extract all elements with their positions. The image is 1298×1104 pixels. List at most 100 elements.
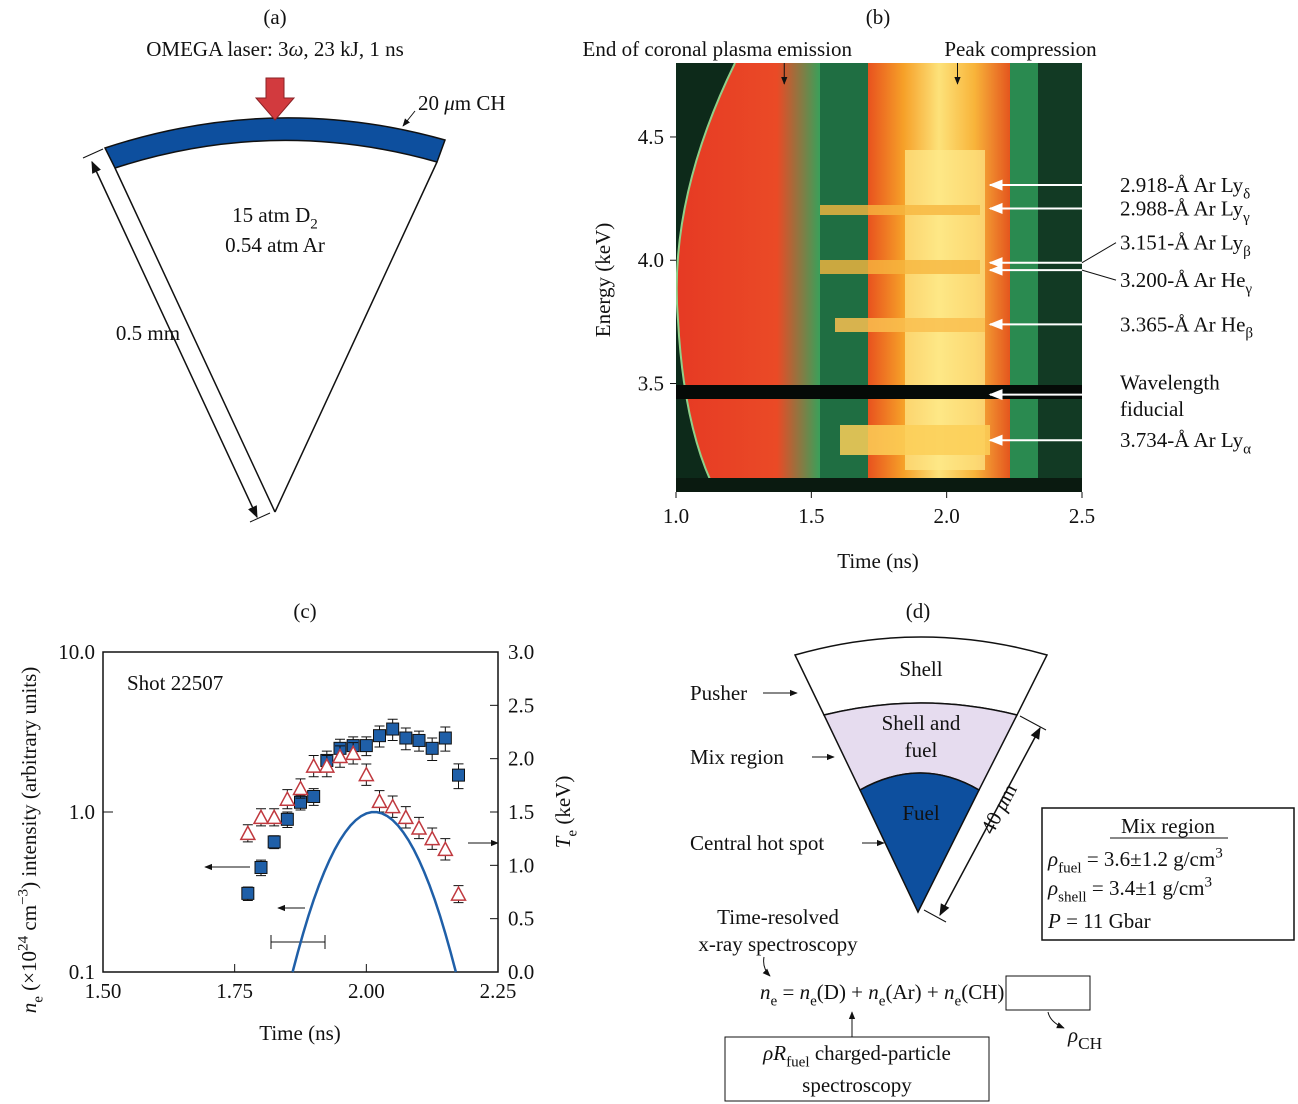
- panel-label: (a): [263, 5, 286, 29]
- y-tick-label: 4.0: [638, 248, 664, 272]
- text-part: 2.918-Å Ar Ly: [1120, 173, 1244, 197]
- dimension-tick: [1019, 715, 1047, 731]
- text-part: ρ: [1067, 1023, 1078, 1047]
- line-label: 3.734-Å Ar Lyα: [1120, 428, 1251, 457]
- line-label: Wavelength fiducial: [1120, 371, 1220, 421]
- y-axis-label: Energy (keV): [591, 223, 615, 338]
- x-tick-label: 2.00: [348, 979, 385, 1003]
- temperature-point: [305, 757, 322, 773]
- y2-tick-label: 0.0: [508, 960, 534, 984]
- text-part: , 23 kJ, 1 ns: [303, 37, 403, 61]
- text-part: = 11 Gbar: [1061, 909, 1151, 933]
- ch-box: [1005, 975, 1091, 1011]
- text-part: n: [944, 980, 955, 1004]
- y-tick-label: 3.5: [638, 372, 664, 396]
- text-part: ρ: [1047, 876, 1058, 900]
- result-line: ρshell = 3.4±1 g/cm3: [1047, 875, 1212, 906]
- text-part: fuel: [1058, 860, 1082, 876]
- x-tick-label: 2.0: [934, 504, 960, 528]
- text-part: (×10: [17, 951, 41, 996]
- text-part: e: [771, 993, 778, 1009]
- equation: ne = ne(D) + ne(Ar) + ne(CH): [760, 980, 1004, 1009]
- text-part: e: [879, 993, 886, 1009]
- panel-label: (d): [906, 599, 931, 623]
- temperature-point: [423, 830, 441, 846]
- text-part: 3.365-Å Ar He: [1120, 312, 1245, 336]
- size-label: 40 μm: [976, 780, 1022, 838]
- box-title: Mix region: [1121, 814, 1215, 838]
- x-tick-label: 1.0: [663, 504, 689, 528]
- text-part: 3.200-Å Ar He: [1120, 268, 1245, 292]
- density-point: [373, 729, 386, 743]
- text-part: γ: [1242, 210, 1250, 226]
- ch-shell: [103, 117, 446, 169]
- panel-a-drawing: [82, 77, 446, 523]
- region-label: fuel: [905, 738, 938, 762]
- text-part: γ: [1244, 281, 1252, 297]
- text-part: = 3.6±1.2 g/cm: [1082, 847, 1216, 871]
- text-part: T: [551, 835, 575, 848]
- event-label: Peak compression: [944, 37, 1097, 61]
- text-part: e: [810, 993, 817, 1009]
- text-part: e: [30, 996, 46, 1003]
- text-part: n: [868, 980, 879, 1004]
- temperature-point: [292, 779, 309, 796]
- x-axis-label: Time (ns): [837, 549, 919, 573]
- line-label: 3.151-Å Ar Lyβ: [1120, 231, 1251, 260]
- text-part: ρR: [762, 1041, 786, 1065]
- density-point: [438, 731, 452, 745]
- text-part: fuel: [786, 1054, 810, 1070]
- method-box: [724, 1036, 990, 1102]
- temperature-point: [265, 808, 283, 825]
- y2-tick-label: 2.0: [508, 747, 534, 771]
- text-part: n: [760, 980, 771, 1004]
- text-part: (Ar) +: [886, 980, 945, 1004]
- text-part: 3.734-Å Ar Ly: [1120, 428, 1244, 452]
- text-part: ω: [289, 37, 304, 61]
- text-part: β: [1243, 244, 1251, 260]
- density-point: [267, 835, 281, 849]
- radius-label: 0.5 mm: [116, 321, 180, 345]
- method-label: x-ray spectroscopy: [698, 932, 858, 956]
- line-label: 3.365-Å Ar Heβ: [1120, 312, 1253, 341]
- text-part: shell: [1058, 889, 1087, 905]
- text-part: =: [777, 980, 799, 1004]
- text-part: 3: [1205, 875, 1213, 891]
- panel-d-drawing: [724, 636, 1295, 1102]
- text-part: 3.151-Å Ar Ly: [1120, 231, 1244, 255]
- method-label: Time-resolved: [717, 905, 839, 929]
- y2-tick-label: 1.0: [508, 853, 534, 877]
- text-part: cm: [17, 905, 41, 936]
- rho-ch: ρCH: [1067, 1023, 1102, 1053]
- wedge-edge: [274, 161, 438, 513]
- text-part: n: [800, 980, 811, 1004]
- text-part: (D) +: [817, 980, 869, 1004]
- shell-pointer: [402, 110, 416, 127]
- text-part: 24: [16, 935, 32, 951]
- text-part: Wavelength: [1120, 371, 1220, 395]
- intensity-line: [291, 810, 458, 973]
- event-label: End of coronal plasma emission: [583, 37, 853, 61]
- y2-tick-label: 0.5: [508, 907, 534, 931]
- x-tick-label: 1.50: [85, 979, 122, 1003]
- text-part: 2.988-Å Ar Ly: [1120, 196, 1244, 220]
- text-part: ρ: [1047, 847, 1058, 871]
- text-part: 2: [310, 216, 318, 232]
- line-label: 2.918-Å Ar Lyδ: [1120, 173, 1250, 202]
- pointer-label: Central hot spot: [690, 831, 824, 855]
- dimension-tick: [249, 512, 271, 523]
- text-part: −3: [16, 889, 32, 905]
- text-part: P: [1047, 909, 1061, 933]
- density-point: [359, 739, 373, 753]
- temperature-point: [252, 808, 270, 825]
- density-point: [307, 789, 321, 803]
- text-part: OMEGA laser: 3: [146, 37, 288, 61]
- density-point: [241, 886, 255, 900]
- text-part: n: [17, 1003, 41, 1014]
- text-part: fiducial: [1120, 397, 1184, 421]
- panel-label: (b): [866, 5, 891, 29]
- x-tick-label: 2.5: [1069, 504, 1095, 528]
- temperature-point: [318, 757, 336, 773]
- text-part: β: [1245, 326, 1253, 342]
- temperature-point: [331, 747, 349, 764]
